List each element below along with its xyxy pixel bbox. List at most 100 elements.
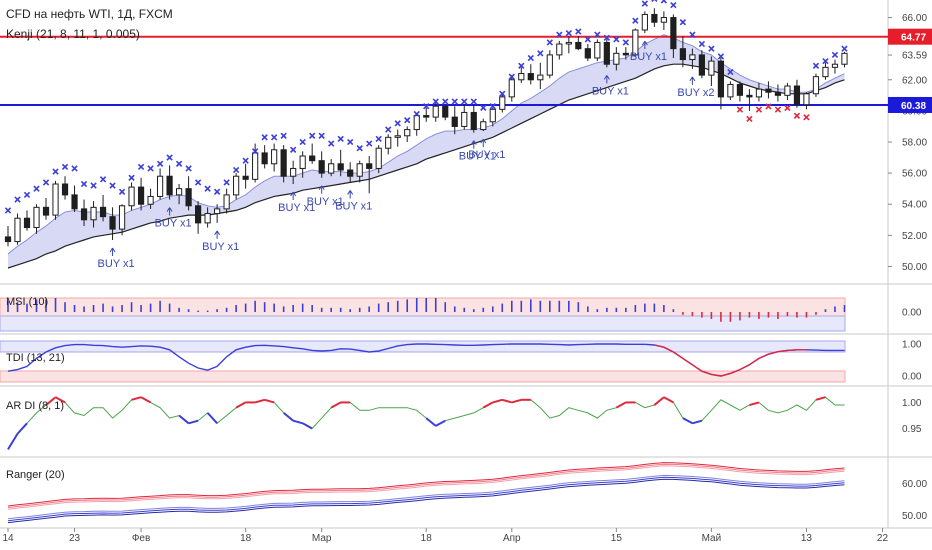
candle-57[interactable]: [546, 50, 553, 79]
candle-78[interactable]: [746, 89, 753, 111]
candle-23[interactable]: [223, 188, 230, 214]
candle-28[interactable]: [271, 143, 278, 172]
buy-signal-4[interactable]: BUY x1: [307, 185, 344, 208]
candle-22[interactable]: [214, 204, 221, 223]
candle-14[interactable]: [137, 177, 145, 211]
candle-6[interactable]: [61, 176, 69, 200]
candle-10[interactable]: [99, 194, 107, 222]
buy-signal-1[interactable]: BUY x1: [155, 207, 192, 230]
candle-66[interactable]: [632, 28, 639, 57]
candle-87[interactable]: [831, 59, 839, 74]
candle-64[interactable]: [613, 47, 620, 71]
candle-37[interactable]: [356, 160, 363, 183]
candle-86[interactable]: [822, 62, 829, 80]
candle-1[interactable]: [14, 213, 21, 245]
candle-85[interactable]: [812, 73, 820, 97]
candle-39[interactable]: [375, 145, 382, 174]
candle-30[interactable]: [290, 160, 297, 184]
candle-35[interactable]: [337, 149, 344, 177]
candle-18[interactable]: [175, 184, 183, 205]
candle-67[interactable]: [641, 11, 648, 34]
candle-61[interactable]: [584, 44, 591, 62]
buy-signal-3[interactable]: BUY x1: [278, 191, 315, 214]
buy-signal-6[interactable]: BUY x1: [459, 140, 496, 163]
buy-signal-7[interactable]: BUY x1: [468, 138, 505, 161]
candle-76[interactable]: [727, 81, 734, 100]
candle-33[interactable]: [318, 151, 325, 178]
candle-59[interactable]: [565, 36, 572, 54]
buy-signal-10[interactable]: BUY x2: [677, 76, 714, 99]
candle-25[interactable]: [242, 163, 249, 189]
candle-13[interactable]: [128, 182, 135, 211]
buy-signal-5[interactable]: BUY x1: [335, 190, 372, 212]
candle-36[interactable]: [347, 162, 354, 183]
candle-26[interactable]: [252, 143, 259, 183]
tdi-pane[interactable]: [0, 340, 846, 383]
candle-40[interactable]: [385, 134, 392, 155]
candle-84[interactable]: [803, 92, 810, 110]
candle-49[interactable]: [470, 104, 477, 133]
candle-12[interactable]: [118, 204, 126, 236]
candle-8[interactable]: [80, 199, 88, 226]
candle-38[interactable]: [366, 156, 373, 194]
buy-signal-8[interactable]: BUY x1: [592, 75, 629, 97]
candle-48[interactable]: [461, 104, 468, 130]
candle-70[interactable]: [670, 14, 677, 58]
ranger-pane[interactable]: [7, 462, 845, 524]
candle-27[interactable]: [261, 145, 268, 169]
candle-0[interactable]: [4, 226, 12, 247]
candle-20[interactable]: [195, 201, 202, 234]
candle-72[interactable]: [689, 48, 696, 69]
candle-83[interactable]: [793, 79, 801, 108]
candle-50[interactable]: [480, 118, 487, 132]
candle-62[interactable]: [594, 39, 601, 62]
candle-43[interactable]: [413, 114, 420, 136]
candle-69[interactable]: [660, 11, 667, 30]
candle-68[interactable]: [651, 8, 658, 27]
candle-63[interactable]: [603, 39, 610, 68]
ardi-pane[interactable]: [7, 396, 845, 450]
candle-21[interactable]: [204, 207, 211, 228]
candle-47[interactable]: [451, 106, 458, 135]
candle-5[interactable]: [52, 180, 59, 220]
candle-53[interactable]: [508, 75, 515, 102]
candle-42[interactable]: [404, 126, 411, 142]
candle-79[interactable]: [755, 82, 763, 102]
candle-71[interactable]: [679, 36, 686, 68]
candle-4[interactable]: [42, 198, 50, 220]
candle-74[interactable]: [708, 56, 715, 86]
candle-7[interactable]: [71, 185, 78, 212]
candle-19[interactable]: [185, 176, 192, 211]
candle-34[interactable]: [328, 159, 335, 177]
candle-29[interactable]: [280, 145, 287, 183]
candle-24[interactable]: [233, 173, 240, 200]
candle-73[interactable]: [698, 50, 705, 79]
candle-58[interactable]: [556, 40, 563, 60]
candle-77[interactable]: [736, 81, 744, 102]
candle-44[interactable]: [423, 107, 430, 122]
support-price-badge[interactable]: [888, 96, 932, 113]
candle-16[interactable]: [156, 168, 164, 200]
candle-41[interactable]: [394, 129, 401, 147]
candle-9[interactable]: [90, 201, 97, 228]
candle-60[interactable]: [575, 36, 582, 51]
candle-82[interactable]: [784, 82, 791, 100]
buy-signal-9[interactable]: BUY x1: [630, 40, 667, 63]
candle-65[interactable]: [622, 47, 629, 60]
candle-32[interactable]: [309, 143, 316, 164]
candle-2[interactable]: [23, 210, 31, 231]
candle-31[interactable]: [299, 151, 306, 178]
candle-3[interactable]: [33, 204, 40, 234]
candle-56[interactable]: [537, 62, 544, 90]
candle-45[interactable]: [432, 101, 439, 122]
candle-75[interactable]: [717, 58, 725, 110]
buy-signal-0[interactable]: BUY x1: [98, 247, 135, 270]
resistance-price-badge[interactable]: [888, 28, 932, 45]
candle-15[interactable]: [147, 188, 154, 209]
candle-81[interactable]: [774, 84, 782, 102]
candle-46[interactable]: [442, 104, 449, 121]
candle-17[interactable]: [166, 165, 173, 200]
candle-55[interactable]: [527, 64, 534, 85]
